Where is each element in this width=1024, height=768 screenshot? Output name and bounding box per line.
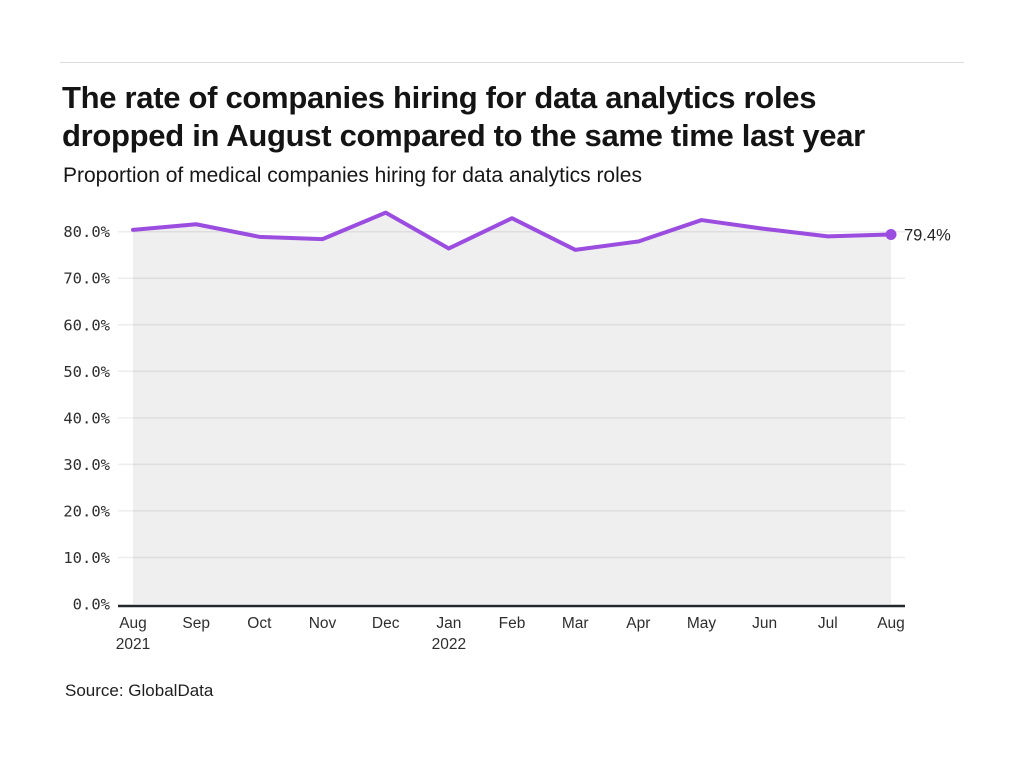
svg-text:Dec: Dec — [372, 615, 400, 632]
svg-text:Sep: Sep — [182, 615, 210, 632]
svg-text:Aug: Aug — [119, 615, 147, 632]
svg-text:40.0%: 40.0% — [63, 409, 110, 427]
svg-text:Apr: Apr — [626, 615, 650, 632]
page-title: The rate of companies hiring for data an… — [62, 79, 865, 155]
x-axis-labels: Aug 2021 Sep Oct Nov Dec Jan 2022 Feb Mar Apr May Ju… — [116, 615, 905, 653]
trend-line — [131, 210, 893, 252]
svg-text:Feb: Feb — [499, 615, 526, 632]
svg-text:60.0%: 60.0% — [63, 316, 110, 334]
end-value-label: 79.4% — [904, 226, 951, 244]
svg-text:80.0%: 80.0% — [63, 223, 110, 241]
page-title-line-2: dropped in August compared to the same t… — [62, 118, 865, 153]
svg-text:May: May — [687, 615, 717, 632]
area-fill — [133, 212, 891, 604]
source-text: Source: GlobalData — [65, 681, 214, 700]
svg-text:Jan: Jan — [436, 615, 461, 632]
svg-text:Aug: Aug — [877, 615, 905, 632]
chart-subtitle: Proportion of medical companies hiring f… — [63, 164, 642, 187]
svg-text:2022: 2022 — [432, 636, 466, 653]
svg-text:Oct: Oct — [247, 615, 272, 632]
svg-text:Jun: Jun — [752, 615, 777, 632]
svg-text:2021: 2021 — [116, 636, 150, 653]
svg-text:0.0%: 0.0% — [73, 596, 111, 614]
top-divider — [60, 62, 964, 63]
gridlines — [118, 230, 905, 559]
svg-text:20.0%: 20.0% — [63, 502, 110, 520]
y-axis-labels: 0.0% 10.0% 20.0% 30.0% 40.0% 50.0% 60.0% 70.0% 8… — [63, 223, 110, 613]
svg-text:10.0%: 10.0% — [63, 549, 110, 567]
svg-text:50.0%: 50.0% — [63, 363, 110, 381]
end-point-marker — [885, 228, 897, 240]
svg-text:Mar: Mar — [562, 615, 589, 632]
page-title-line-1: The rate of companies hiring for data an… — [62, 80, 817, 115]
svg-text:70.0%: 70.0% — [63, 270, 110, 288]
svg-text:30.0%: 30.0% — [63, 456, 110, 474]
svg-text:Jul: Jul — [818, 615, 838, 632]
svg-text:Nov: Nov — [309, 615, 337, 632]
